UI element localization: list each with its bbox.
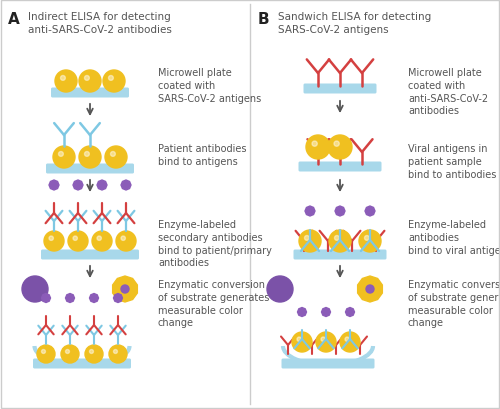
Circle shape <box>79 147 101 169</box>
Circle shape <box>306 136 330 160</box>
Circle shape <box>105 147 127 169</box>
Circle shape <box>97 236 102 241</box>
Circle shape <box>345 337 350 342</box>
FancyBboxPatch shape <box>51 88 129 98</box>
Circle shape <box>58 152 64 157</box>
Circle shape <box>68 231 88 252</box>
Circle shape <box>79 71 101 93</box>
Circle shape <box>267 276 293 302</box>
Circle shape <box>121 236 126 241</box>
Circle shape <box>299 230 321 252</box>
FancyBboxPatch shape <box>294 250 386 260</box>
Circle shape <box>53 147 75 169</box>
Circle shape <box>109 345 127 363</box>
Circle shape <box>297 337 302 342</box>
FancyBboxPatch shape <box>298 162 382 172</box>
Circle shape <box>44 231 64 252</box>
Circle shape <box>359 230 381 252</box>
Text: Microwell plate
coated with
SARS-CoV-2 antigens: Microwell plate coated with SARS-CoV-2 a… <box>158 68 261 103</box>
Circle shape <box>316 332 336 352</box>
Circle shape <box>340 332 360 352</box>
Circle shape <box>321 337 326 342</box>
Circle shape <box>110 152 116 157</box>
Circle shape <box>37 345 55 363</box>
Circle shape <box>49 236 54 241</box>
Text: Enzymatic conversion
of substrate generates
measurable color
change: Enzymatic conversion of substrate genera… <box>158 279 270 328</box>
Circle shape <box>364 236 370 241</box>
Circle shape <box>66 350 70 354</box>
Circle shape <box>90 350 94 354</box>
Circle shape <box>114 350 117 354</box>
Circle shape <box>329 230 351 252</box>
FancyBboxPatch shape <box>46 164 134 174</box>
Circle shape <box>84 76 89 81</box>
Circle shape <box>334 142 340 147</box>
Circle shape <box>304 236 310 241</box>
Circle shape <box>108 76 114 81</box>
Text: Microwell plate
coated with
anti-SARS-CoV-2
antibodies: Microwell plate coated with anti-SARS-Co… <box>408 68 488 116</box>
Circle shape <box>103 71 125 93</box>
Text: Indirect ELISA for detecting
anti-SARS-CoV-2 antibodies: Indirect ELISA for detecting anti-SARS-C… <box>28 12 172 35</box>
Circle shape <box>73 236 78 241</box>
Circle shape <box>55 71 77 93</box>
Circle shape <box>366 285 374 293</box>
Circle shape <box>334 236 340 241</box>
Text: B: B <box>258 12 270 27</box>
Text: Sandwich ELISA for detecting
SARS-CoV-2 antigens: Sandwich ELISA for detecting SARS-CoV-2 … <box>278 12 431 35</box>
Circle shape <box>292 332 312 352</box>
Text: Patient antibodies
bind to antigens: Patient antibodies bind to antigens <box>158 144 246 166</box>
Text: Enzyme-labeled
secondary antibodies
bind to patient/primary
antibodies: Enzyme-labeled secondary antibodies bind… <box>158 220 272 268</box>
Text: Enzyme-labeled
antibodies
bind to viral antigens: Enzyme-labeled antibodies bind to viral … <box>408 220 500 255</box>
Circle shape <box>84 152 89 157</box>
Circle shape <box>22 276 48 302</box>
FancyBboxPatch shape <box>282 359 374 369</box>
Circle shape <box>121 285 129 293</box>
Circle shape <box>85 345 103 363</box>
FancyBboxPatch shape <box>304 84 376 94</box>
Circle shape <box>42 350 46 354</box>
FancyBboxPatch shape <box>41 250 139 260</box>
Circle shape <box>60 76 66 81</box>
Circle shape <box>92 231 112 252</box>
Text: Viral antigens in
patient sample
bind to antibodies: Viral antigens in patient sample bind to… <box>408 144 496 179</box>
Circle shape <box>116 231 136 252</box>
FancyBboxPatch shape <box>33 359 131 369</box>
Text: A: A <box>8 12 20 27</box>
Text: Enzymatic conversion
of substrate generates
measurable color
change: Enzymatic conversion of substrate genera… <box>408 279 500 328</box>
Circle shape <box>61 345 79 363</box>
Circle shape <box>312 142 318 147</box>
Circle shape <box>328 136 352 160</box>
